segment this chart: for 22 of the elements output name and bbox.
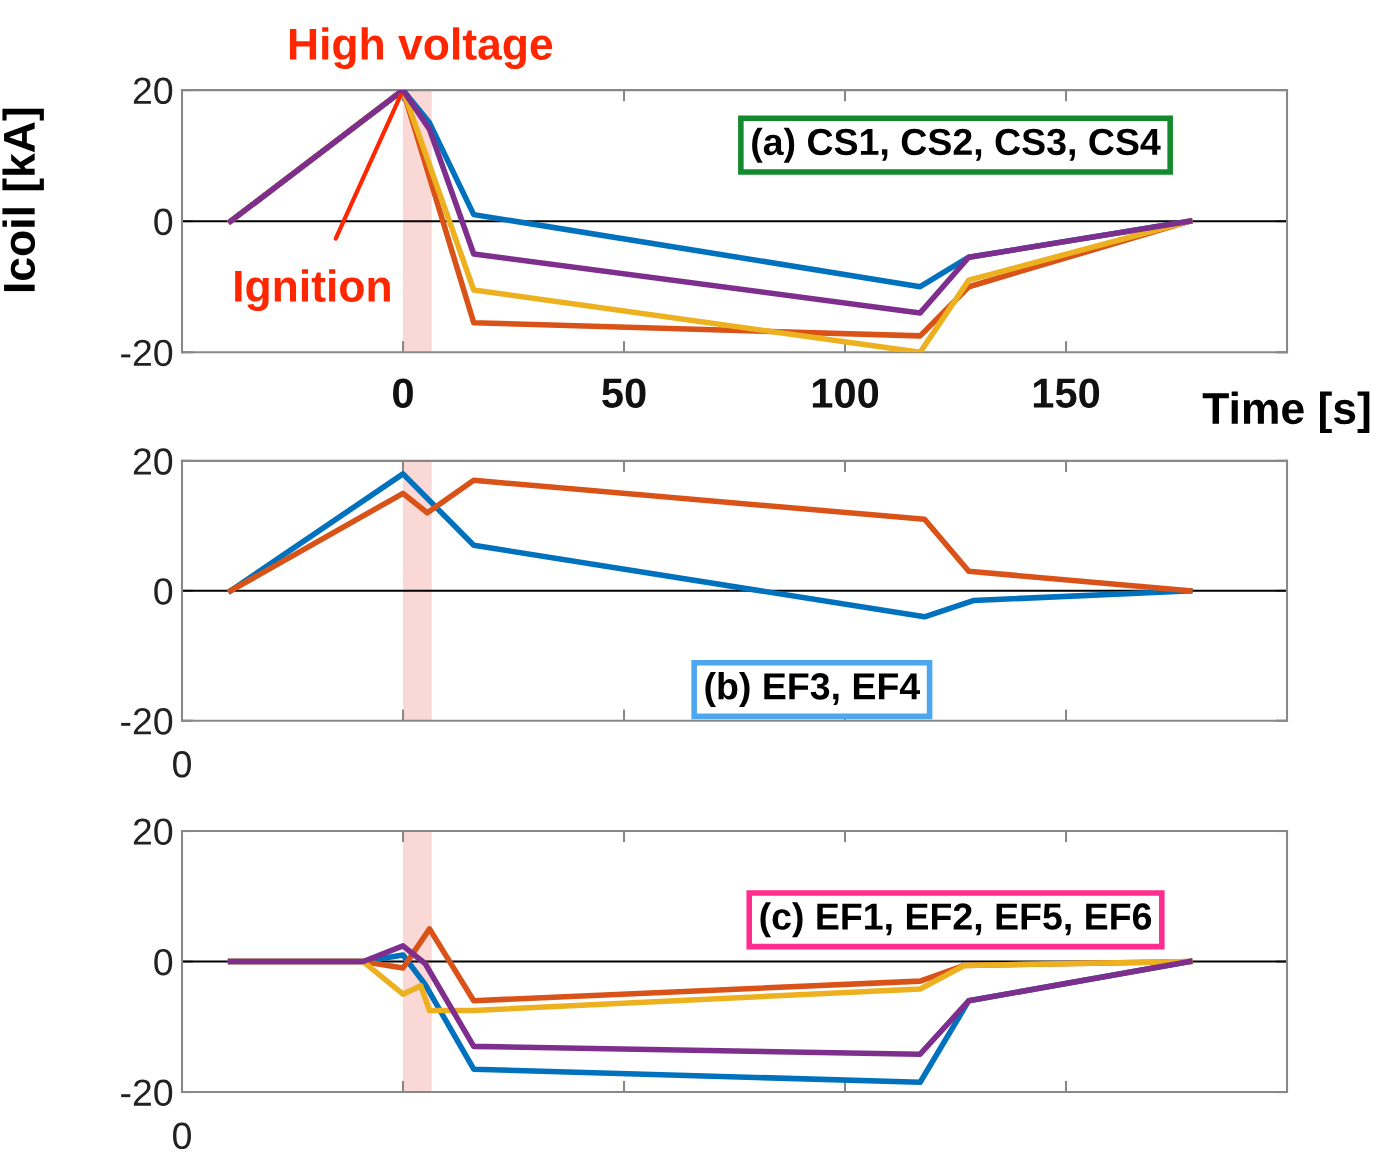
x-axis-title: Time [s] [1202,391,1370,434]
text: 0 [173,1122,191,1150]
y-tick-label: 20 [133,448,173,475]
x-tick-label: 150 [1033,378,1100,408]
annotation: (a) CS1, CS2, CS3, CS4 [752,127,1161,163]
y-tick-label: 0 [154,948,173,976]
x-tick-label: 100 [812,378,879,408]
annotation: (b) EF3, EF4 [705,672,921,708]
y-tick-label: 20 [133,818,173,845]
x-tick-label: 0 [393,378,413,408]
y-tick-label: -20 [121,1079,173,1107]
annotation: (c) EF1, EF2, EF5, EF6 [760,902,1152,938]
x-tick-label: 50 [602,378,646,408]
y-tick-label: 0 [154,578,173,605]
y-tick-label: -20 [121,339,173,367]
chart-title: High voltage [289,27,553,69]
annotation: Ignition [235,269,390,311]
y-tick-label: 0 [154,208,173,236]
y-tick-label: -20 [121,708,173,735]
y-axis-title: Icoil [kA] [2,108,44,292]
text: 0 [173,751,191,778]
y-tick-label: 20 [133,77,173,105]
